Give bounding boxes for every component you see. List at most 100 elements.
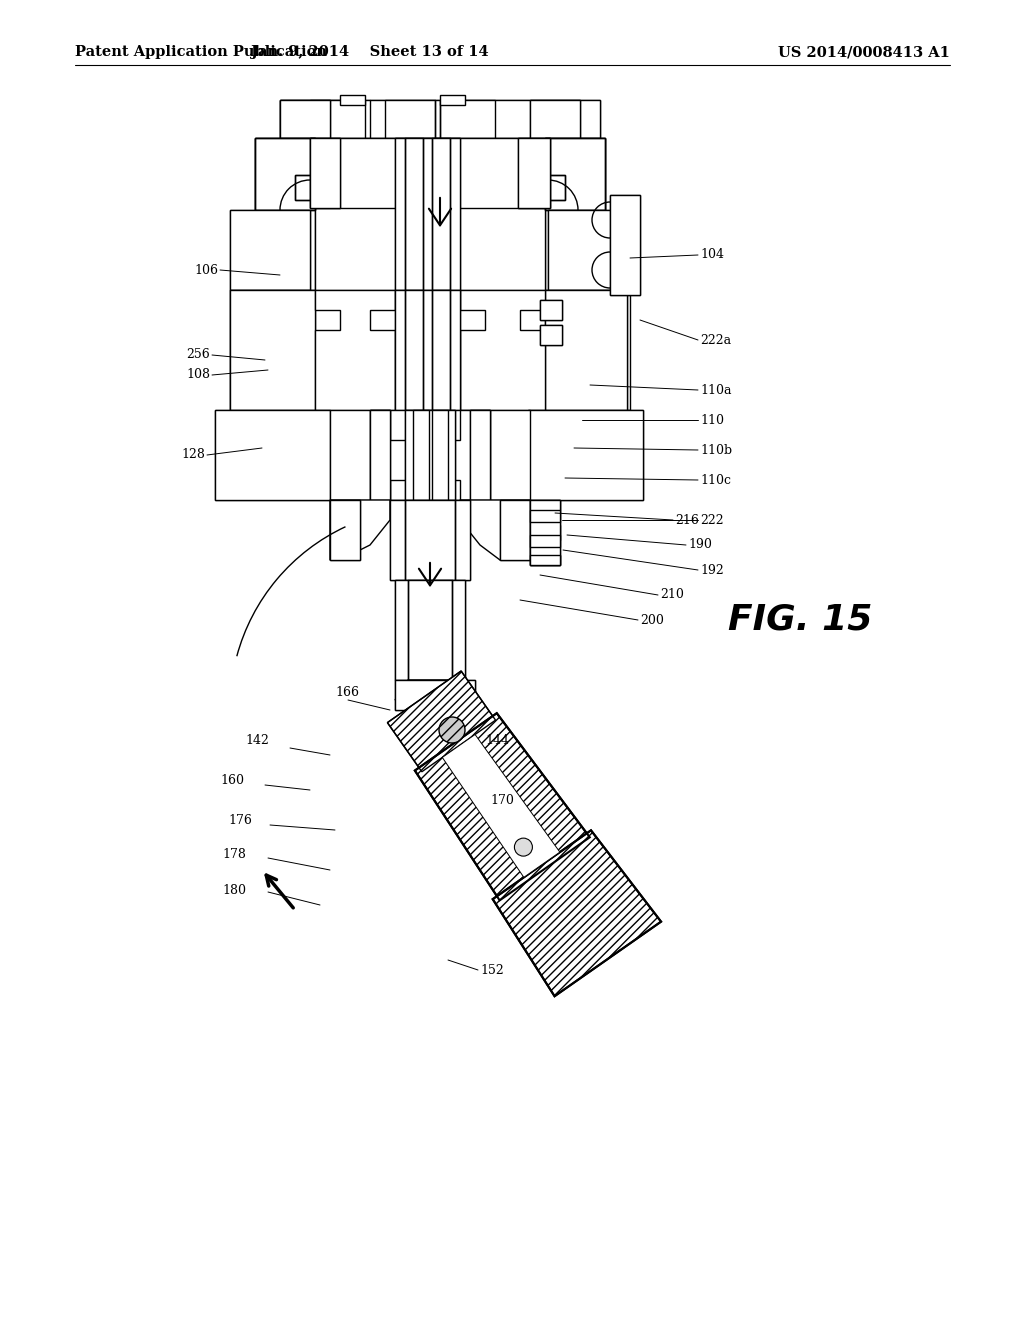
Bar	[540, 325, 562, 345]
Bar	[310, 100, 365, 139]
Bar	[432, 139, 450, 298]
Text: 222a: 222a	[700, 334, 731, 346]
Bar	[330, 411, 530, 500]
Polygon shape	[530, 500, 560, 565]
Text: 256: 256	[186, 348, 210, 362]
Bar	[432, 411, 449, 500]
Bar	[530, 510, 560, 521]
Bar	[255, 139, 315, 348]
Text: Jan. 9, 2014    Sheet 13 of 14: Jan. 9, 2014 Sheet 13 of 14	[251, 45, 488, 59]
Bar	[528, 411, 643, 500]
Bar	[406, 139, 423, 298]
Bar	[413, 411, 429, 500]
Bar	[408, 579, 452, 680]
Text: 128: 128	[181, 449, 205, 462]
Bar	[330, 500, 360, 560]
Bar	[280, 100, 600, 139]
Bar	[610, 195, 640, 294]
Bar	[540, 300, 562, 319]
Text: 192: 192	[700, 564, 724, 577]
Bar	[340, 95, 365, 106]
Polygon shape	[442, 734, 560, 878]
Text: 216: 216	[675, 513, 698, 527]
Bar	[518, 139, 550, 209]
Bar	[545, 139, 605, 348]
Bar	[406, 411, 455, 500]
Bar	[530, 100, 580, 139]
Bar	[540, 325, 562, 345]
Bar	[440, 95, 465, 106]
Bar	[548, 210, 628, 290]
Bar	[395, 139, 460, 298]
Text: 200: 200	[640, 614, 664, 627]
Bar	[610, 195, 640, 294]
Bar	[406, 500, 455, 579]
Polygon shape	[460, 290, 545, 411]
Bar	[330, 500, 360, 560]
Text: 104: 104	[700, 248, 724, 261]
Bar	[395, 290, 460, 411]
Text: 210: 210	[660, 589, 684, 602]
Bar	[280, 100, 330, 139]
Bar	[370, 411, 390, 500]
Text: Patent Application Publication: Patent Application Publication	[75, 45, 327, 59]
Text: 170: 170	[490, 793, 514, 807]
Text: FIG. 15: FIG. 15	[728, 603, 872, 638]
Text: 110b: 110b	[700, 444, 732, 457]
Polygon shape	[395, 680, 465, 700]
Text: 142: 142	[245, 734, 269, 747]
Text: 176: 176	[228, 813, 252, 826]
Bar	[370, 411, 390, 500]
Bar	[255, 139, 315, 348]
Bar	[395, 290, 460, 411]
Bar	[310, 139, 340, 209]
Bar	[395, 139, 460, 298]
Bar	[390, 500, 470, 579]
Text: US 2014/0008413 A1: US 2014/0008413 A1	[778, 45, 950, 59]
Text: 152: 152	[480, 964, 504, 977]
Bar	[530, 100, 580, 139]
Circle shape	[514, 838, 532, 857]
Polygon shape	[370, 411, 490, 500]
Bar	[500, 500, 530, 560]
Text: 110: 110	[700, 413, 724, 426]
Text: 108: 108	[186, 368, 210, 381]
Bar	[530, 500, 560, 565]
Bar	[230, 290, 315, 411]
Text: 222: 222	[700, 513, 724, 527]
Bar	[548, 210, 628, 290]
Bar	[230, 210, 310, 290]
Bar	[530, 535, 560, 546]
Polygon shape	[545, 139, 605, 210]
Bar	[530, 554, 560, 565]
Text: 160: 160	[220, 774, 244, 787]
Bar	[470, 411, 490, 500]
Bar	[545, 290, 627, 411]
Bar	[470, 411, 490, 500]
Bar	[280, 100, 600, 139]
Bar	[395, 680, 475, 710]
Bar	[432, 290, 450, 411]
Bar	[395, 680, 475, 710]
Text: 190: 190	[688, 539, 712, 552]
Text: 144: 144	[485, 734, 509, 747]
Bar	[530, 500, 560, 565]
Bar	[395, 579, 465, 680]
Polygon shape	[460, 500, 530, 560]
Polygon shape	[415, 713, 590, 900]
Bar	[545, 139, 605, 348]
Bar	[440, 100, 495, 139]
Text: 166: 166	[335, 686, 359, 700]
Bar	[315, 139, 545, 348]
Bar	[395, 579, 465, 680]
Bar	[385, 100, 435, 139]
Polygon shape	[493, 830, 662, 997]
Text: 180: 180	[222, 883, 246, 896]
Bar	[230, 290, 630, 411]
Bar	[230, 210, 310, 290]
Bar	[390, 500, 470, 579]
Bar	[215, 411, 330, 500]
Bar	[518, 139, 550, 209]
Bar	[310, 139, 550, 209]
Polygon shape	[255, 139, 315, 210]
